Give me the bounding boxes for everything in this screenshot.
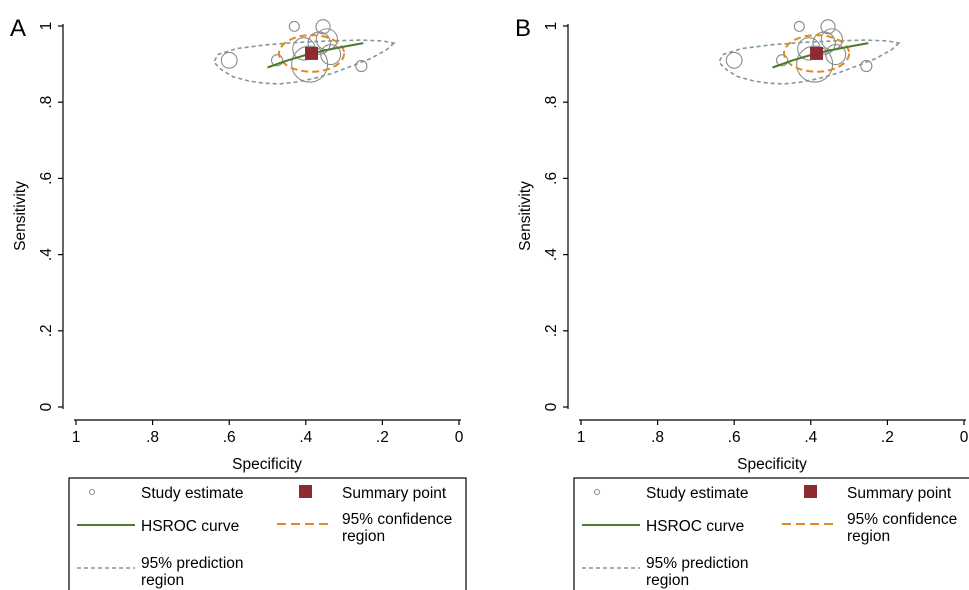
y-tick-label: 0 — [38, 402, 55, 411]
x-tick-label: .2 — [376, 429, 389, 446]
legend-label-hsroc: HSROC curve — [646, 518, 744, 535]
summary-point — [305, 46, 319, 60]
x-tick-label: 0 — [455, 429, 464, 446]
study-estimate-point — [270, 54, 284, 67]
x-tick-label: 1 — [577, 429, 586, 446]
x-tick-label: .2 — [881, 429, 894, 446]
x-axis-title: Specificity — [737, 456, 807, 473]
study-estimate-point — [315, 19, 331, 35]
y-tick-label: 1 — [543, 22, 560, 31]
x-tick-label: .4 — [299, 429, 312, 446]
y-tick-label: .6 — [38, 172, 55, 185]
legend-label-confidence: 95% confidence region — [342, 511, 452, 545]
confidence-region — [277, 34, 346, 73]
panel-a: A 0 .2 .4 .6 .8 1 Sensitivity 1 .8 .6 .4 .2 0 Specific… — [10, 15, 467, 590]
y-tick-label: .8 — [543, 96, 560, 109]
legend-label-study: Study estimate — [646, 485, 749, 502]
study-estimate-point — [291, 45, 329, 83]
study-estimate-point — [825, 44, 847, 66]
legend-symbol-summary — [299, 485, 312, 498]
panel-b: B 0 .2 .4 .6 .8 1 Sensitivity 1 .8 .6 .4 .2 0 Specific… — [515, 15, 969, 590]
study-estimate-point — [355, 59, 368, 73]
prediction-region — [212, 39, 396, 85]
x-tick-label: .8 — [146, 429, 159, 446]
prediction-region — [717, 39, 901, 85]
study-estimate-point — [320, 44, 342, 66]
y-tick-label: .4 — [38, 248, 55, 261]
study-estimate-point — [812, 31, 836, 55]
x-tick-label: 0 — [960, 429, 969, 446]
legend-label-prediction: 95% prediction region — [646, 555, 749, 589]
y-tick-label: .2 — [38, 324, 55, 337]
legend-label-confidence: 95% confidence region — [847, 511, 957, 545]
x-tick-label: .4 — [804, 429, 817, 446]
legend-label-hsroc: HSROC curve — [141, 518, 239, 535]
legend-label-study: Study estimate — [141, 485, 244, 502]
y-axis-title: Sensitivity — [517, 181, 534, 251]
legend-symbol-study — [88, 488, 96, 496]
study-estimate-point — [820, 19, 836, 35]
x-tick-label: .6 — [728, 429, 741, 446]
study-estimate-point — [860, 59, 873, 73]
y-tick-label: .8 — [38, 96, 55, 109]
legend-border — [573, 477, 969, 590]
legend-label-summary: Summary point — [847, 485, 952, 502]
legend-label-prediction: 95% prediction region — [141, 555, 244, 589]
y-tick-label: 1 — [38, 22, 55, 31]
study-estimate-point — [307, 31, 331, 55]
x-tick-label: .8 — [651, 429, 664, 446]
study-estimate-point — [220, 51, 238, 69]
legend: Study estimate Summary point HSROC curve 95… — [68, 477, 467, 590]
study-estimate-point — [796, 45, 834, 83]
study-estimate-point — [775, 54, 789, 67]
legend-symbol-summary — [804, 485, 817, 498]
y-tick-label: .2 — [543, 324, 560, 337]
y-tick-label: .6 — [543, 172, 560, 185]
x-tick-label: 1 — [72, 429, 81, 446]
legend: Study estimate Summary point HSROC curve 95… — [573, 477, 969, 590]
y-tick-label: .4 — [543, 248, 560, 261]
legend-symbol-study — [593, 488, 601, 496]
study-estimate-point — [793, 20, 805, 32]
summary-point — [810, 46, 824, 60]
panel-label: A — [10, 15, 26, 42]
x-tick-label: .6 — [223, 429, 236, 446]
confidence-region — [782, 34, 851, 73]
x-axis-title: Specificity — [232, 456, 302, 473]
panel-label: B — [515, 15, 531, 42]
study-estimate-point — [288, 20, 300, 32]
study-estimate-point — [725, 51, 743, 69]
y-axis-title: Sensitivity — [12, 181, 29, 251]
legend-label-summary: Summary point — [342, 485, 447, 502]
legend-border — [68, 477, 467, 590]
y-tick-label: 0 — [543, 402, 560, 411]
